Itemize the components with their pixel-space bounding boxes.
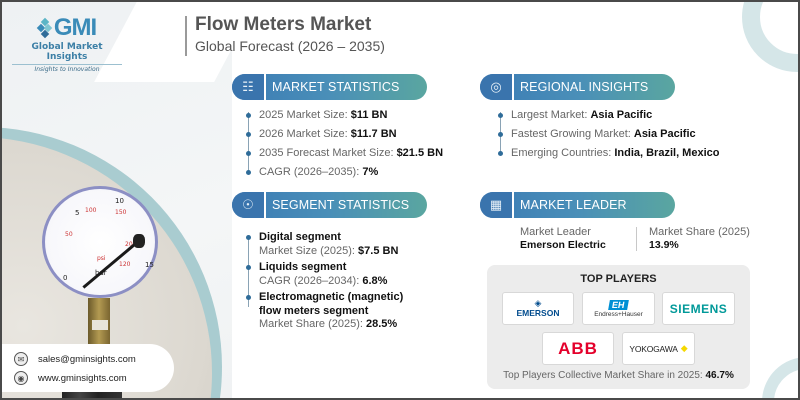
yokogawa-diamond-icon: ◆ (680, 343, 688, 353)
contact-card: ✉ sales@gminsights.com ◉ www.gminsights.… (2, 344, 174, 392)
regional-insights-header: ◎ REGIONAL INSIGHTS (480, 74, 675, 100)
pressure-gauge-image: 5 10 15 0 50 100 150 200 120 psi bar (42, 186, 158, 298)
section-heading: MARKET STATISTICS (272, 80, 400, 94)
diamond-icon (36, 17, 53, 39)
segment-statistics-header: ☉ SEGMENT STATISTICS (232, 192, 427, 218)
website-text: www.gminsights.com (38, 372, 127, 384)
market-statistics-list: 2025 Market Size: $11 BN 2026 Market Siz… (245, 106, 443, 182)
gauge-mark: 150 (115, 209, 127, 216)
target-chart-icon: ☉ (232, 192, 266, 218)
email-text: sales@gminsights.com (38, 353, 136, 365)
market-share-info: Market Share (2025) 13.9% (649, 226, 750, 251)
globe-icon: ◎ (480, 74, 514, 100)
gauge-mark: 0 (63, 274, 68, 282)
segment-item: Digital segment Market Size (2025): $7.5 … (245, 231, 403, 258)
region-item: Fastest Growing Market: Asia Pacific (497, 125, 719, 144)
gauge-mark: 100 (85, 207, 97, 214)
eh-mark-icon: EH (608, 299, 629, 310)
stat-item: CAGR (2026–2035): 7% (245, 163, 443, 182)
logo-text: ABB (558, 338, 598, 358)
globe-icon: ◉ (14, 371, 28, 385)
logo-text: SIEMENS (669, 301, 728, 316)
logo-text: GMI (53, 14, 97, 41)
segment-item: Liquids segment CAGR (2026–2034): 6.8% (245, 261, 403, 288)
logo-company-name: Global Market Insights (12, 42, 122, 65)
top-players-heading: TOP PLAYERS (580, 273, 657, 285)
decorative-ring (742, 2, 798, 72)
globe-chart-icon: ☷ (232, 74, 266, 100)
gauge-mark: 15 (145, 261, 154, 269)
logo-yokogawa[interactable]: YOKOGAWA ◆ (622, 332, 695, 365)
logo-emerson[interactable]: ◈ EMERSON (502, 292, 574, 325)
region-item: Largest Market: Asia Pacific (497, 106, 719, 125)
title-divider (185, 16, 187, 56)
logo-abb[interactable]: ABB (542, 332, 614, 365)
section-heading: MARKET LEADER (520, 198, 627, 212)
emerson-mark-icon: ◈ (534, 298, 542, 308)
stat-item: 2035 Forecast Market Size: $21.5 BN (245, 144, 443, 163)
segment-statistics-list: Digital segment Market Size (2025): $7.5 … (245, 231, 403, 335)
share-label: Market Share (2025) (649, 226, 750, 238)
region-item: Emerging Countries: India, Brazil, Mexic… (497, 144, 719, 163)
gauge-hub (133, 234, 145, 248)
top-players-share: Top Players Collective Market Share in 2… (503, 370, 734, 381)
regional-insights-list: Largest Market: Asia Pacific Fastest Gro… (497, 106, 719, 163)
logo-mark: GMI (12, 16, 122, 40)
logo-text: Endress+Hauser (594, 310, 643, 318)
stat-item: 2025 Market Size: $11 BN (245, 106, 443, 125)
gauge-mark: 120 (119, 261, 131, 268)
stat-item: 2026 Market Size: $11.7 BN (245, 125, 443, 144)
gauge-mark: 50 (65, 231, 73, 238)
gauge-mark: 10 (115, 197, 124, 205)
mail-icon: ✉ (14, 352, 28, 366)
market-statistics-header: ☷ MARKET STATISTICS (232, 74, 427, 100)
email-link[interactable]: ✉ sales@gminsights.com (14, 352, 136, 366)
logo-siemens[interactable]: SIEMENS (662, 292, 735, 325)
share-value: 13.9% (649, 239, 679, 251)
section-heading: REGIONAL INSIGHTS (520, 80, 649, 94)
logo-text: EMERSON (516, 308, 560, 318)
market-leader-header: ▦ MARKET LEADER (480, 192, 675, 218)
leader-value: Emerson Electric (520, 239, 606, 251)
decorative-ring (762, 357, 798, 398)
page-title: Flow Meters Market (195, 14, 372, 35)
logo-endress-hauser[interactable]: EH Endress+Hauser (582, 292, 655, 325)
gauge-unit: psi (97, 255, 106, 262)
leader-label: Market Leader (520, 226, 591, 238)
top-players-panel: TOP PLAYERS ◈ EMERSON EH Endress+Hauser … (487, 265, 750, 389)
leader-divider (636, 227, 637, 251)
page-subtitle: Global Forecast (2026 – 2035) (195, 38, 385, 54)
gmi-logo[interactable]: GMI Global Market Insights Insights to I… (12, 16, 122, 73)
gauge-mark: 5 (75, 209, 80, 217)
market-leader-info: Market Leader Emerson Electric (520, 226, 606, 251)
website-link[interactable]: ◉ www.gminsights.com (14, 371, 127, 385)
buildings-chart-icon: ▦ (480, 192, 514, 218)
logo-text: YOKOGAWA (629, 343, 678, 354)
gauge-tape (92, 320, 108, 330)
section-heading: SEGMENT STATISTICS (272, 198, 410, 212)
segment-item: Electromagnetic (magnetic) flow meters se… (245, 291, 403, 332)
logo-tagline: Insights to Innovation (34, 66, 100, 73)
